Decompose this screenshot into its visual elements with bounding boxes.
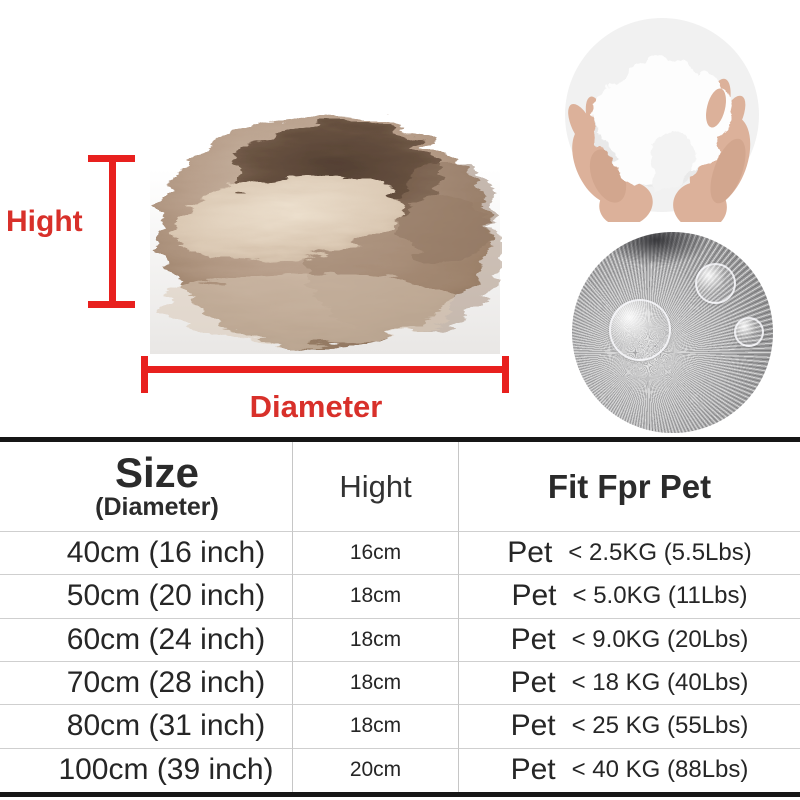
pet-label: Pet <box>510 709 556 743</box>
height-label: Hight <box>6 205 83 238</box>
pet-fit-cell: Pet < 25 KG (55Lbs) <box>459 705 800 749</box>
fit-column-header: Fit Fpr Pet <box>459 442 800 532</box>
size-header-title: Size <box>114 449 200 497</box>
weight-limit: < 25 KG (55Lbs) <box>571 712 749 740</box>
size-cell: 60cm (24 inch) <box>0 618 293 662</box>
size-table: Size (Diameter) Hight Fit Fpr Pet 40cm (… <box>0 437 800 797</box>
pet-fit-cell: Pet < 5.0KG (11Lbs) <box>459 575 800 619</box>
water-bubble-icon <box>609 299 671 361</box>
pet-label: Pet <box>510 666 556 700</box>
height-cell: 16cm <box>293 532 459 576</box>
pet-label: Pet <box>510 622 556 656</box>
height-arrow-stem <box>109 157 116 307</box>
pet-fit-cell: Pet < 40 KG (88Lbs) <box>459 749 800 792</box>
diameter-arrow-right-cap <box>502 356 509 393</box>
pet-label: Pet <box>507 536 553 570</box>
height-cell: 18cm <box>293 661 459 706</box>
height-cell: 20cm <box>293 748 459 792</box>
weight-limit: < 2.5KG (5.5Lbs) <box>568 539 752 567</box>
pet-label: Pet <box>510 753 556 787</box>
diameter-label: Diameter <box>249 389 383 424</box>
size-header-subtitle: (Diameter) <box>95 493 219 522</box>
size-cell: 100cm (39 inch) <box>0 748 293 792</box>
diameter-arrow-left-cap <box>141 356 148 393</box>
weight-limit: < 40 KG (88Lbs) <box>571 756 749 784</box>
height-cell: 18cm <box>293 575 459 619</box>
pet-label: Pet <box>511 579 557 613</box>
weight-limit: < 5.0KG (11Lbs) <box>572 582 748 610</box>
height-cell: 18cm <box>293 705 459 749</box>
stuffing-photo <box>565 18 759 222</box>
pet-fit-cell: Pet < 9.0KG (20Lbs) <box>459 619 800 662</box>
size-cell: 70cm (28 inch) <box>0 661 293 706</box>
pet-fit-cell: Pet < 2.5KG (5.5Lbs) <box>459 532 800 576</box>
diameter-arrow-stem <box>143 366 509 373</box>
pet-fit-cell: Pet < 18 KG (40Lbs) <box>459 662 800 706</box>
water-bubble-icon <box>695 263 736 304</box>
water-bubble-icon <box>734 317 764 347</box>
height-column-header: Hight <box>293 442 459 532</box>
weight-limit: < 9.0KG (20Lbs) <box>571 625 749 653</box>
size-column-header: Size (Diameter) <box>0 442 293 532</box>
size-cell: 50cm (20 inch) <box>0 575 293 619</box>
size-cell: 40cm (16 inch) <box>0 532 293 576</box>
height-cell: 18cm <box>293 618 459 662</box>
pet-bed-photo <box>150 108 502 354</box>
plush-fabric-photo <box>572 232 773 433</box>
size-cell: 80cm (31 inch) <box>0 705 293 749</box>
weight-limit: < 18 KG (40Lbs) <box>571 669 749 697</box>
height-arrow-bottom-cap <box>88 301 135 308</box>
